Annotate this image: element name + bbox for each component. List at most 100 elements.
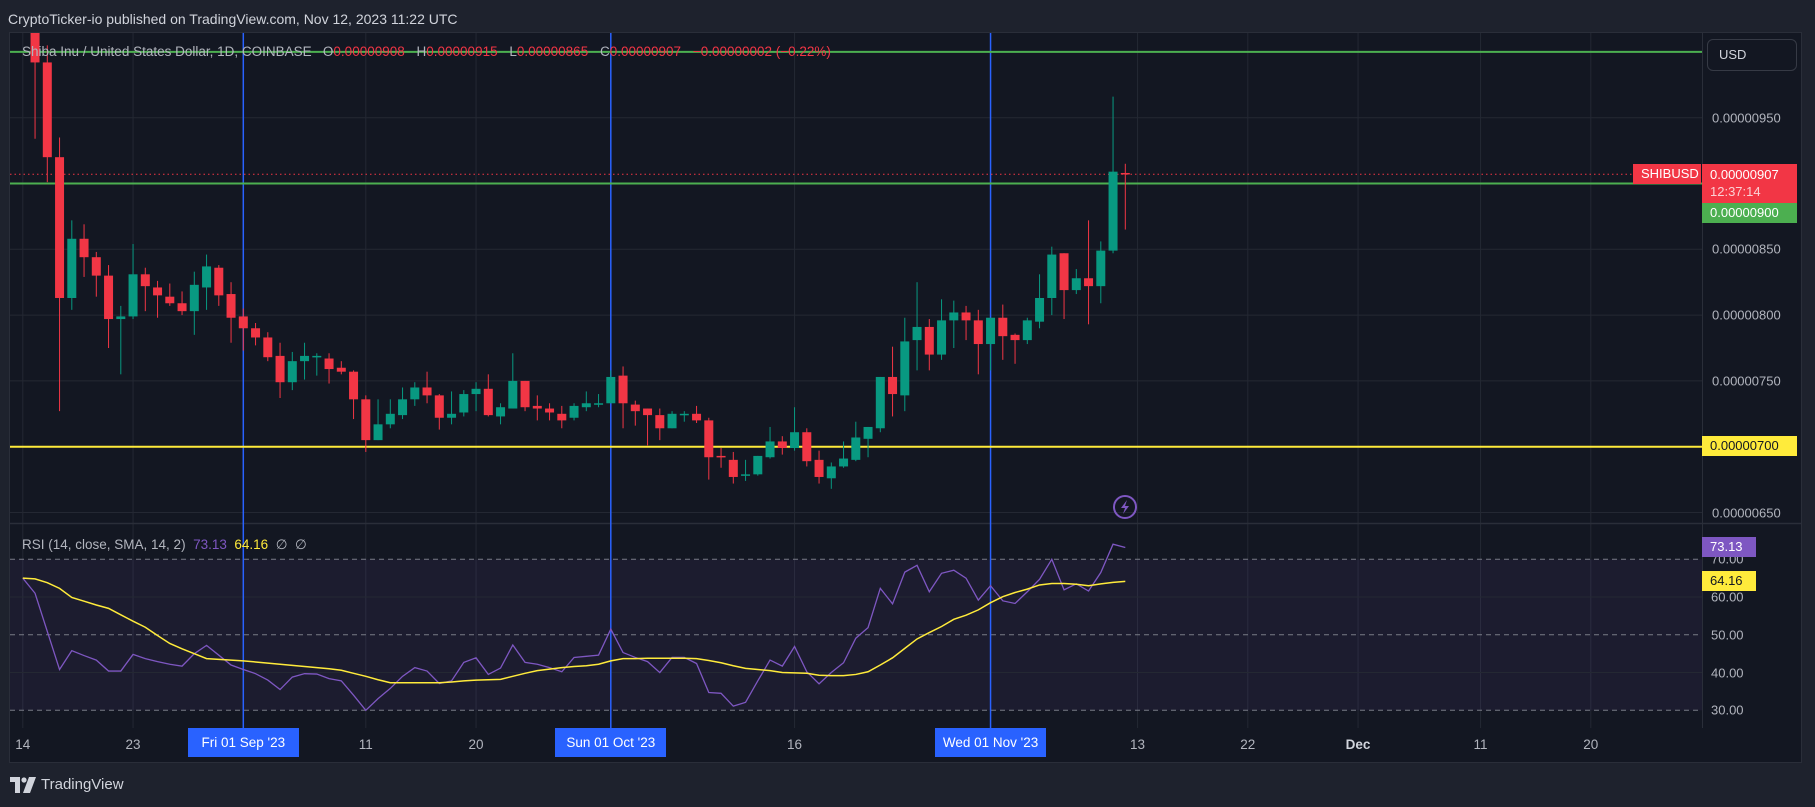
candle-body [704, 420, 714, 458]
candle [875, 376, 885, 433]
candle [373, 399, 383, 441]
tradingview-logo-icon [10, 776, 36, 793]
candle [998, 304, 1008, 360]
candle [679, 411, 689, 422]
candle-body [116, 316, 126, 320]
price-tick-label: 0.00000850 [1712, 241, 1781, 257]
candle [545, 403, 555, 421]
rsi-value: 73.13 [193, 537, 227, 552]
candle-body [422, 387, 432, 396]
candle-body [410, 387, 420, 400]
candle-body [1035, 297, 1045, 322]
date-marker-label[interactable]: Sun 01 Oct '23 [555, 728, 667, 757]
candle [238, 308, 248, 351]
last-price: 0.00000907 [1710, 167, 1779, 182]
candle [349, 370, 359, 420]
high-value: 0.00000915 [426, 44, 498, 59]
candle [447, 391, 457, 425]
candle [912, 282, 922, 371]
rsi-legend[interactable]: RSI (14, close, SMA, 14, 2) 73.13 64.16 … [22, 537, 307, 553]
candle-body [1120, 172, 1130, 175]
candle-body [937, 320, 947, 355]
candle [949, 300, 959, 348]
candle [594, 394, 604, 408]
candle-body [888, 376, 898, 395]
candle-body [361, 399, 371, 441]
low-label: L [509, 44, 517, 59]
candle-body [716, 455, 726, 458]
candle [961, 305, 971, 341]
time-tick-label: 14 [15, 737, 31, 752]
candle [900, 317, 910, 412]
candle [128, 244, 138, 320]
candle [300, 342, 310, 380]
candle-body [1071, 278, 1081, 291]
candle [251, 322, 261, 346]
candle [1022, 317, 1032, 345]
candle [692, 405, 702, 424]
rsi-tick-label: 60.00 [1711, 589, 1744, 605]
candle [790, 407, 800, 451]
candle-body [238, 316, 248, 329]
na-value-1: ∅ [275, 537, 288, 552]
lightning-icon[interactable] [1113, 495, 1137, 519]
candle [655, 408, 665, 441]
currency-button[interactable]: USD [1707, 39, 1797, 71]
price-tick-label: 0.00000650 [1712, 505, 1781, 520]
candle [1096, 241, 1106, 304]
candle-body [581, 403, 591, 408]
date-marker-label[interactable]: Fri 01 Sep '23 [187, 728, 299, 757]
candle-body [777, 441, 787, 449]
candle-body [373, 424, 383, 441]
rsi-sma-line [22, 577, 1126, 684]
candle-body [618, 375, 628, 404]
price-tick-label: 0.00000800 [1712, 307, 1781, 323]
candle-body [826, 466, 836, 479]
rsi-title: RSI (14, close, SMA, 14, 2) [22, 537, 186, 552]
candle [716, 448, 726, 468]
candle-body [1010, 334, 1020, 341]
date-marker-label[interactable]: Wed 01 Nov '23 [935, 728, 1047, 757]
candle-body [202, 266, 212, 288]
candle [802, 428, 812, 467]
symbol-legend[interactable]: Shiba Inu / United States Dollar, 1D, CO… [22, 44, 839, 59]
candle [863, 426, 873, 458]
candle-body [973, 320, 983, 345]
candle-body [324, 358, 334, 370]
na-value-2: ∅ [294, 537, 307, 552]
candle [630, 400, 640, 426]
candle [91, 251, 101, 297]
time-tick-label: 20 [468, 737, 484, 752]
chart-frame[interactable] [9, 32, 1802, 763]
candle [189, 271, 199, 335]
low-value: 0.00000865 [516, 44, 589, 59]
candle-body [851, 437, 861, 460]
candle [814, 450, 824, 484]
symbol-title: Shiba Inu / United States Dollar, 1D, CO… [22, 44, 312, 59]
rsi-levels [10, 558, 1702, 711]
candle-body [1108, 171, 1118, 251]
candle-body [839, 458, 849, 467]
candle-body [165, 296, 175, 304]
candle [1108, 96, 1118, 254]
candle-body [398, 399, 408, 416]
candle [777, 436, 787, 455]
candle [67, 220, 77, 310]
candle-body [312, 355, 322, 358]
candle [104, 265, 114, 348]
candle [410, 382, 420, 406]
candle [1120, 163, 1130, 230]
candle-body [949, 312, 959, 321]
candle-body [741, 474, 751, 476]
candle-body [434, 395, 444, 418]
candle-body [140, 274, 150, 287]
candle-body [1047, 254, 1057, 298]
candle-body [91, 257, 101, 276]
candle-body [655, 415, 665, 429]
candle-body [214, 267, 224, 296]
candle [471, 382, 481, 412]
time-tick-label: Dec [1345, 737, 1371, 752]
candle [30, 33, 40, 139]
candle [741, 459, 751, 481]
